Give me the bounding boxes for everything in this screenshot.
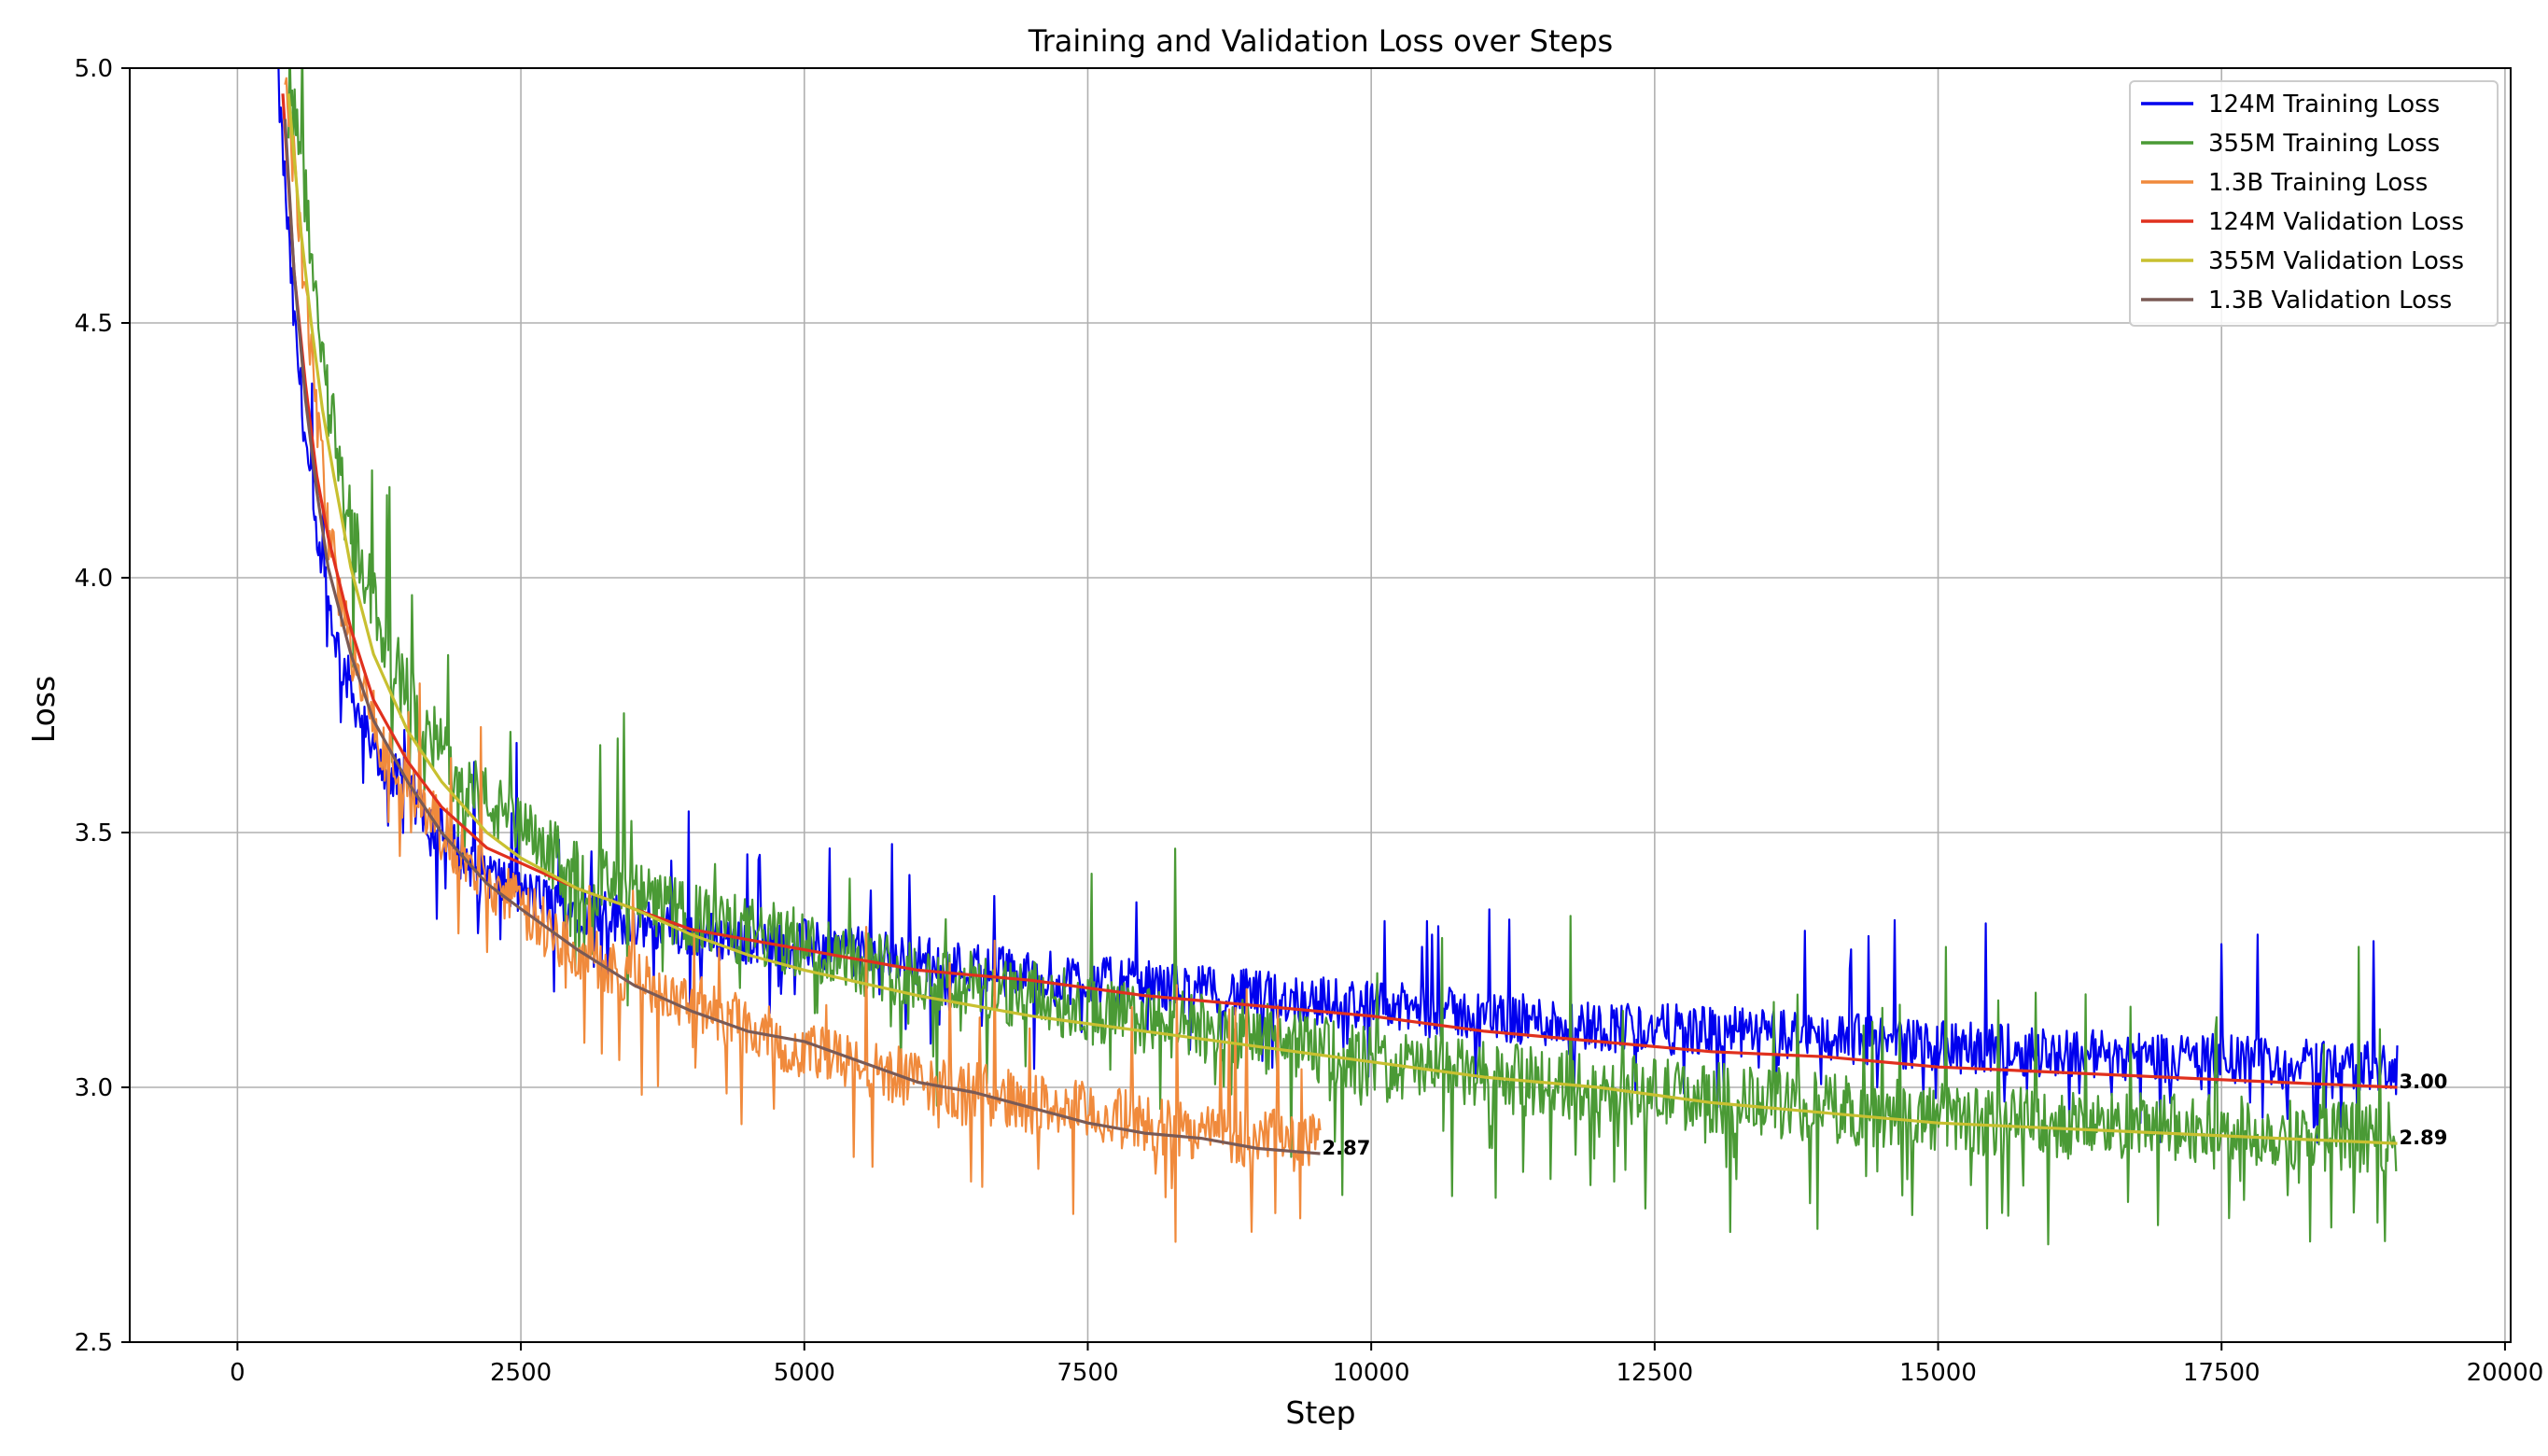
value-annotation: 2.87 <box>1323 1137 1371 1159</box>
x-tick-label: 15000 <box>1899 1359 1977 1387</box>
series-line-355m-training-loss <box>287 68 2398 1246</box>
y-tick-label: 4.5 <box>75 310 113 338</box>
x-tick-label: 17500 <box>2183 1359 2261 1387</box>
x-tick-label: 10000 <box>1333 1359 1410 1387</box>
series-line-124m-training-loss <box>277 68 2399 1147</box>
x-tick-label: 7500 <box>1057 1359 1118 1387</box>
series-line-355m-validation-loss <box>287 93 2398 1145</box>
x-tick-label: 20000 <box>2467 1359 2544 1387</box>
legend-label: 124M Training Loss <box>2208 91 2440 119</box>
chart-title: Training and Validation Loss over Steps <box>1028 23 1613 59</box>
legend-label: 1.3B Validation Loss <box>2208 287 2452 315</box>
x-axis-label: Step <box>1285 1394 1355 1431</box>
y-tick-label: 2.5 <box>75 1329 113 1357</box>
series-line-1-3b-validation-loss <box>283 119 1321 1155</box>
legend-label: 1.3B Training Loss <box>2208 169 2428 197</box>
y-tick-label: 3.5 <box>75 819 113 847</box>
legend-box <box>2129 80 2499 327</box>
x-tick-label: 5000 <box>774 1359 835 1387</box>
y-tick-label: 5.0 <box>75 55 113 83</box>
x-tick-label: 2500 <box>490 1359 552 1387</box>
x-tick-label: 12500 <box>1616 1359 1693 1387</box>
value-annotation: 2.89 <box>2400 1127 2448 1149</box>
y-tick-label: 3.0 <box>75 1074 113 1102</box>
x-tick-label: 0 <box>230 1359 245 1387</box>
series-line-1-3b-training-loss <box>284 77 1322 1243</box>
legend-label: 355M Validation Loss <box>2208 247 2464 275</box>
series-line-124m-validation-loss <box>281 93 2398 1089</box>
legend-label: 124M Validation Loss <box>2208 208 2464 236</box>
y-axis-label: Loss <box>25 676 62 743</box>
series-layer <box>277 68 2399 1246</box>
plot-frame <box>129 67 2512 1343</box>
axes: 0 2500 5000 7500 10000 12500 15000 17500 20000 2.… <box>75 55 2544 1387</box>
legend-label: 355M Training Loss <box>2208 130 2440 158</box>
value-annotation: 3.00 <box>2400 1071 2448 1093</box>
annotation-layer: 3.00 2.89 2.87 <box>1323 1071 2448 1159</box>
legend: 124M Training Loss 355M Training Loss 1.3B… <box>2129 80 2499 327</box>
y-tick-label: 4.0 <box>75 565 113 593</box>
